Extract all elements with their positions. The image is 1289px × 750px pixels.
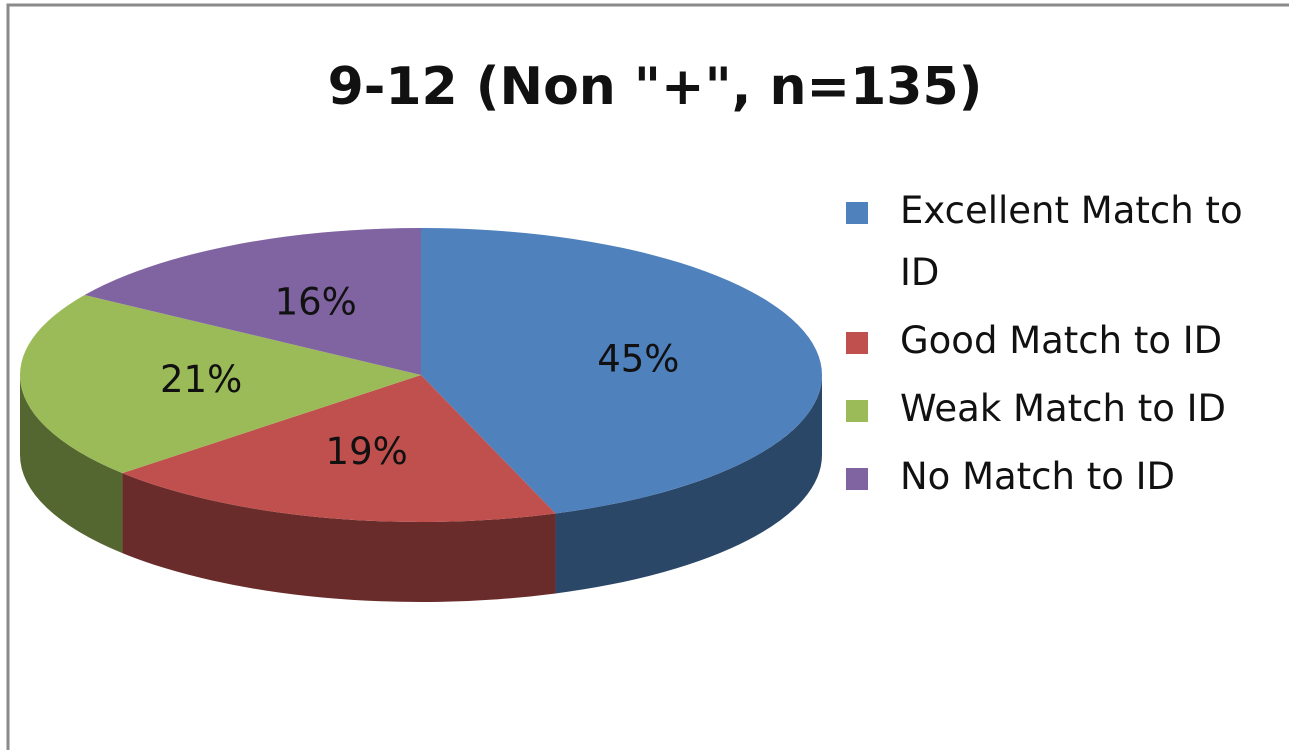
legend-item: No Match to ID: [846, 446, 1255, 508]
slice: [84, 228, 421, 375]
legend: Excellent Match to ID Good Match to ID Wea…: [846, 180, 1266, 514]
legend-item: Good Match to ID: [846, 310, 1255, 372]
data-label: 19%: [326, 430, 408, 473]
data-label: 21%: [160, 358, 242, 401]
slice-side: [122, 473, 556, 602]
data-label: 45%: [597, 338, 679, 381]
legend-label: No Match to ID: [900, 455, 1176, 498]
slice: [19, 295, 422, 474]
legend-label: Excellent Match to ID: [900, 189, 1243, 294]
slice: [122, 375, 556, 522]
legend-item: Excellent Match to ID: [846, 180, 1255, 304]
legend-swatch: [846, 468, 868, 490]
legend-swatch: [846, 400, 868, 422]
slice-side: [555, 375, 822, 594]
slice: [421, 228, 823, 514]
legend-label: Weak Match to ID: [900, 387, 1227, 430]
legend-label: Good Match to ID: [900, 319, 1223, 362]
slice-side: [20, 375, 123, 554]
data-label: 16%: [275, 280, 357, 323]
chart-frame: [6, 3, 1289, 750]
legend-item: Weak Match to ID: [846, 378, 1255, 440]
legend-swatch: [846, 332, 868, 354]
legend-swatch: [846, 202, 868, 224]
chart-title: 9-12 (Non "+", n=135): [328, 57, 983, 117]
